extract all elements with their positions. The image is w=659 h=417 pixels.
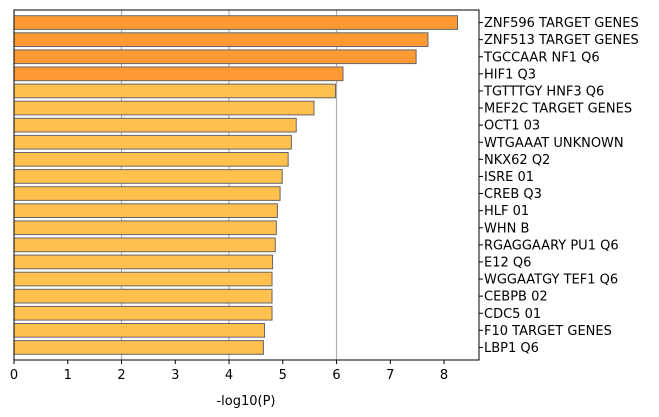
category-label: MEF2C TARGET GENES [484, 102, 632, 117]
bar-18 [13, 305, 273, 321]
category-label: OCT1 03 [484, 119, 540, 134]
category-label: NKX62 Q2 [484, 153, 550, 168]
plot-frame [13, 9, 480, 361]
bar-5 [13, 83, 336, 99]
x-tick-label: 3 [171, 368, 179, 383]
bar-3 [13, 49, 417, 65]
bar-9 [13, 152, 289, 167]
category-label: HIF1 Q3 [484, 67, 536, 82]
bar-8 [13, 134, 292, 150]
category-label: CREB Q3 [484, 187, 542, 202]
bar-4 [13, 66, 344, 82]
bar-19 [13, 323, 266, 338]
category-label: F10 TARGET GENES [484, 324, 612, 339]
bars [13, 15, 458, 355]
x-tick-label: 4 [225, 368, 233, 383]
category-label: TGCCAAR NF1 Q6 [483, 50, 600, 65]
bar-11 [13, 186, 281, 201]
category-label: TGTTTGY HNF3 Q6 [483, 84, 604, 99]
bar-2 [13, 32, 429, 47]
category-labels: ZNF596 TARGET GENES ZNF513 TARGET GENES TG… [483, 16, 639, 356]
bar-15 [13, 254, 274, 270]
x-axis-ticks: 0 1 2 3 4 5 6 7 8 [10, 360, 448, 383]
bar-17 [13, 288, 273, 304]
x-tick-label: 8 [440, 368, 448, 383]
bar-6 [13, 100, 315, 116]
category-label: WGGAATGY TEF1 Q6 [484, 273, 618, 288]
category-label: CEBPB 02 [484, 290, 548, 305]
bar-14 [13, 237, 276, 253]
x-tick-label: 6 [332, 368, 340, 383]
category-label: WHN B [484, 221, 529, 236]
y-axis-ticks [479, 22, 483, 348]
category-label: ZNF513 TARGET GENES [484, 33, 639, 48]
category-label: E12 Q6 [484, 255, 531, 270]
category-label: ISRE 01 [484, 170, 534, 185]
x-tick-label: 5 [279, 368, 287, 383]
bar-1 [13, 15, 458, 30]
bar-16 [13, 271, 273, 287]
category-label: CDC5 01 [484, 307, 541, 322]
bar-10 [13, 169, 283, 184]
x-axis-label: -log10(P) [216, 394, 275, 409]
x-tick-label: 0 [10, 368, 18, 383]
x-tick-label: 1 [64, 368, 72, 383]
bar-7 [13, 117, 297, 133]
category-label: RGAGGAARY PU1 Q6 [484, 238, 619, 253]
axes-frame [13, 9, 480, 361]
category-label: HLF 01 [484, 204, 529, 219]
bar-13 [13, 220, 277, 236]
bar-20 [13, 340, 264, 355]
category-label: WTGAAAT UNKNOWN [484, 136, 624, 151]
category-label: LBP1 Q6 [484, 341, 539, 356]
bar-12 [13, 203, 278, 218]
x-tick-label: 7 [386, 368, 394, 383]
x-tick-label: 2 [117, 368, 125, 383]
category-label: ZNF596 TARGET GENES [484, 16, 639, 31]
